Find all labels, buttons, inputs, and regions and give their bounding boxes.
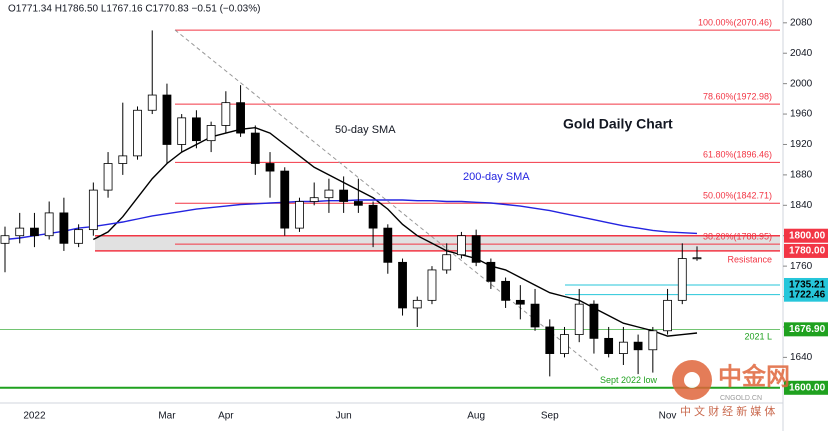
candle-body (427, 269, 437, 301)
candle-body (74, 229, 84, 244)
candle-body (648, 330, 658, 351)
candle-body (15, 227, 25, 237)
candle-body (457, 235, 466, 256)
candle-body (103, 163, 113, 191)
price-tag-label: 1735.21 (789, 280, 826, 291)
candle-body (589, 303, 599, 339)
x-tick-label: Nov (659, 411, 677, 422)
candle-body (44, 212, 54, 237)
level-note: 2021 L (744, 332, 772, 342)
y-tick-label: 2040 (790, 48, 813, 59)
candle-body (663, 299, 672, 332)
fib-label: 38.20%(1788.95) (703, 231, 772, 241)
x-tick-label: Mar (158, 411, 176, 422)
y-tick-label: 1880 (790, 170, 813, 181)
candle-body (339, 189, 349, 202)
chart-title: Gold Daily Chart (563, 116, 673, 132)
price-tag (784, 287, 828, 302)
candle-body (471, 235, 481, 263)
candle-body (604, 337, 614, 354)
candle-body (236, 102, 245, 134)
candle-body (88, 189, 98, 231)
level-note: Sept 2022 low (600, 375, 658, 385)
candle-body (118, 155, 128, 164)
fib-label: 78.60%(1972.98) (703, 92, 772, 102)
candle-body (221, 102, 231, 126)
candle-body (368, 204, 378, 229)
candle-body (545, 326, 555, 354)
x-tick-label: Sep (541, 411, 559, 422)
price-tag-label: 1722.46 (789, 289, 826, 300)
fib-label: 100.00%(2070.46) (698, 17, 772, 27)
y-tick-label: 1840 (790, 200, 813, 211)
price-tag (784, 322, 828, 337)
y-tick-label: 1640 (790, 352, 813, 363)
candle-body (618, 341, 628, 354)
price-tag-label: 1676.90 (789, 324, 826, 335)
candle-body (0, 235, 10, 244)
candle-body (162, 94, 172, 145)
price-tag (784, 228, 828, 243)
candle-body (324, 189, 334, 199)
price-tag (784, 380, 828, 395)
candle-body (30, 227, 39, 237)
watermark-logo-hole (684, 372, 700, 388)
candle-body (383, 227, 393, 263)
candle-body (59, 212, 69, 244)
sma-line (4, 199, 698, 241)
candle-body (398, 261, 407, 309)
candle-body (147, 94, 157, 111)
sma-label: 50-day SMA (335, 124, 396, 136)
candle-body (192, 117, 201, 142)
watermark-logo: 中金网 (718, 362, 790, 390)
price-tag-label: 1800.00 (789, 230, 826, 241)
ohlc-header: O1771.34 H1786.50 L1767.16 C1770.83 −0.5… (8, 4, 260, 15)
y-tick-label: 2080 (790, 17, 813, 28)
y-tick-label: 1920 (790, 139, 813, 150)
price-tag-label: 1600.00 (789, 382, 826, 393)
x-tick-label: Aug (467, 411, 485, 422)
fib-label: 50.00%(1842.71) (703, 191, 772, 201)
candle-body (309, 197, 319, 202)
candle-body (501, 280, 510, 301)
candle-body (574, 303, 584, 335)
x-tick-label: 2022 (23, 411, 46, 422)
candle-body (177, 117, 187, 145)
candle-body (677, 258, 687, 301)
watermark-site: CNGOLD.CN (720, 395, 762, 402)
candle-body (206, 125, 216, 142)
y-tick-label: 2000 (790, 78, 813, 89)
y-tick-label: 1960 (790, 109, 813, 120)
resistance-zone (95, 235, 780, 251)
fib-label: 61.80%(1896.46) (703, 150, 772, 160)
candle-body (633, 341, 643, 351)
candle-body (280, 170, 290, 229)
candle-body (486, 261, 496, 282)
price-tag-label: 1780.00 (789, 246, 826, 257)
price-tag (784, 243, 828, 258)
candle-body (515, 299, 525, 305)
candle-body (353, 201, 363, 206)
watermark-tagline: 中 文 财 经 新 媒 体 (680, 404, 775, 418)
sma-label: 200-day SMA (463, 171, 530, 183)
candle-body (692, 257, 702, 260)
candle-body (530, 303, 540, 328)
watermark: 中金网 CNGOLD.CN 中 文 财 经 新 媒 体 (672, 360, 790, 418)
candle-body (442, 254, 452, 271)
candle-body (412, 299, 422, 309)
candle-body (295, 201, 304, 229)
candle-body (250, 132, 260, 164)
candle-body (133, 109, 142, 157)
x-tick-label: Jun (336, 411, 352, 422)
x-tick-label: Apr (218, 411, 234, 422)
candle-body (560, 334, 569, 354)
y-tick-label: 1760 (790, 261, 813, 272)
candle-body (265, 163, 275, 172)
resistance-label: Resistance (727, 254, 772, 264)
